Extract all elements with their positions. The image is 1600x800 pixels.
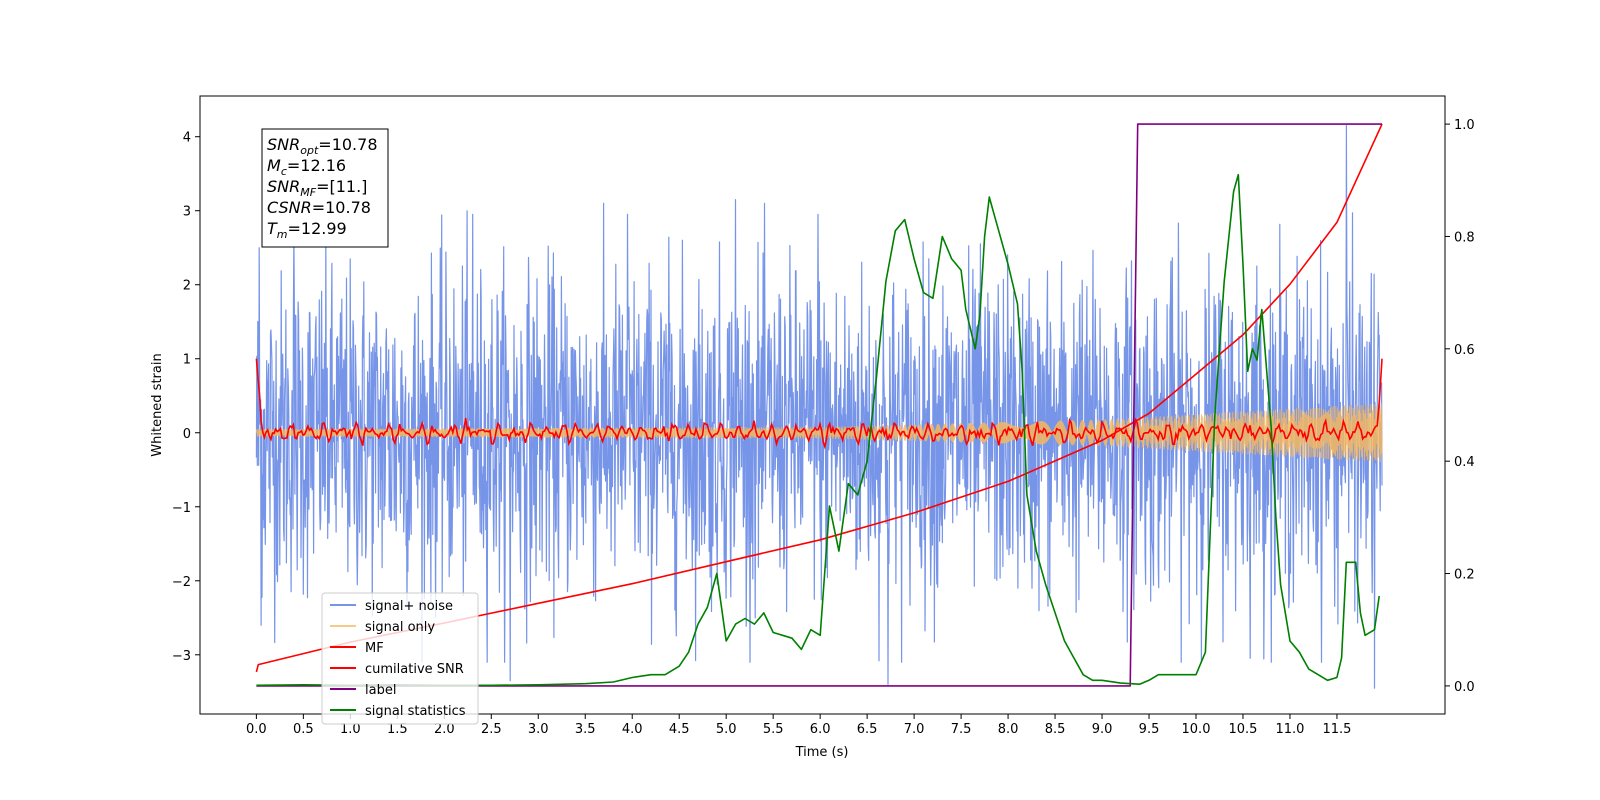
y-tick-label: 4 <box>183 131 191 146</box>
x-tick-label: 8.5 <box>1045 722 1066 737</box>
stats-line-snr-opt: SNRopt=10.78 <box>267 135 378 157</box>
series-signal-only <box>255 403 1383 463</box>
stats-box-frame <box>261 128 389 248</box>
y2-tick-label: 0.2 <box>1454 568 1475 583</box>
x-tick-label: 4.0 <box>622 722 643 737</box>
x-tick-label: 9.5 <box>1139 722 1160 737</box>
stats-line-t-m: Tm=12.99 <box>267 219 347 241</box>
series-mf <box>255 358 1383 450</box>
x-tick-label: 6.5 <box>857 722 878 737</box>
legend-label-cumilative-snr: cumilative SNR <box>365 662 464 677</box>
x-tick-label: 5.0 <box>716 722 737 737</box>
x-tick-label: 2.0 <box>434 722 455 737</box>
x-axis-label: Time (s) <box>795 745 849 760</box>
series-signal-noise <box>255 124 1383 689</box>
x-tick-label: 10.0 <box>1182 722 1211 737</box>
x-tick-label: 3.5 <box>575 722 596 737</box>
series-label <box>256 123 1382 687</box>
y-tick-label: −3 <box>172 649 191 664</box>
x-tick-label: 7.0 <box>904 722 925 737</box>
y-tick-label: 3 <box>183 205 191 220</box>
x-tick-label: 10.5 <box>1229 722 1258 737</box>
legend-label-signal-statistics: signal statistics <box>365 704 466 719</box>
legend-label-label: label <box>365 683 396 698</box>
legend-label-signal-only: signal only <box>365 620 435 635</box>
y2-tick-label: 0.4 <box>1454 455 1475 470</box>
x-tick-label: 4.5 <box>669 722 690 737</box>
x-tick-label: 0.0 <box>246 722 267 737</box>
x-tick-label: 2.5 <box>481 722 502 737</box>
y2-tick-label: 1.0 <box>1454 118 1475 133</box>
x-tick-label: 11.0 <box>1275 722 1304 737</box>
legend-label-mf: MF <box>365 641 384 656</box>
stats-line-csnr: CSNR=10.78 <box>267 198 371 217</box>
x-tick-label: 3.0 <box>528 722 549 737</box>
x-tick-label: 6.0 <box>810 722 831 737</box>
legend-frame <box>321 592 479 725</box>
y-tick-label: 1 <box>183 353 191 368</box>
legend-label-signal-noise: signal+ noise <box>365 599 453 614</box>
x-tick-label: 0.5 <box>293 722 314 737</box>
series-signal-statistics <box>256 173 1380 687</box>
x-tick-label: 1.5 <box>387 722 408 737</box>
axes-frame <box>199 95 1446 715</box>
x-tick-label: 7.5 <box>951 722 972 737</box>
y-tick-label: −1 <box>172 501 191 516</box>
y-tick-label: 2 <box>183 279 191 294</box>
stats-line-snr-mf: SNRMF=[11.] <box>267 177 367 199</box>
x-tick-label: 8.0 <box>998 722 1019 737</box>
y2-tick-label: 0.6 <box>1454 343 1475 358</box>
legend: signal+ noise signal only MF cumilative SNR… <box>321 592 479 725</box>
y-tick-label: 0 <box>183 427 191 442</box>
x-tick-label: 11.5 <box>1322 722 1351 737</box>
y-tick-label: −2 <box>172 575 191 590</box>
y2-tick-label: 0.8 <box>1454 230 1475 245</box>
x-tick-label: 1.0 <box>340 722 361 737</box>
y-axis-label: Whitened strain <box>150 353 165 456</box>
stats-box: SNRopt=10.78Mc=12.16SNRMF=[11.]CSNR=10.7… <box>261 128 389 248</box>
y2-tick-label: 0.0 <box>1454 680 1475 695</box>
x-tick-label: 5.5 <box>763 722 784 737</box>
x-tick-label: 9.0 <box>1092 722 1113 737</box>
stats-line-m-c: Mc=12.16 <box>267 156 346 178</box>
axis-ticks: 0.0 0.5 1.0 1.5 2.0 2.5 3.0 3.5 4.0 4.5 5.0 5.5 6.0 6… <box>172 118 1475 737</box>
